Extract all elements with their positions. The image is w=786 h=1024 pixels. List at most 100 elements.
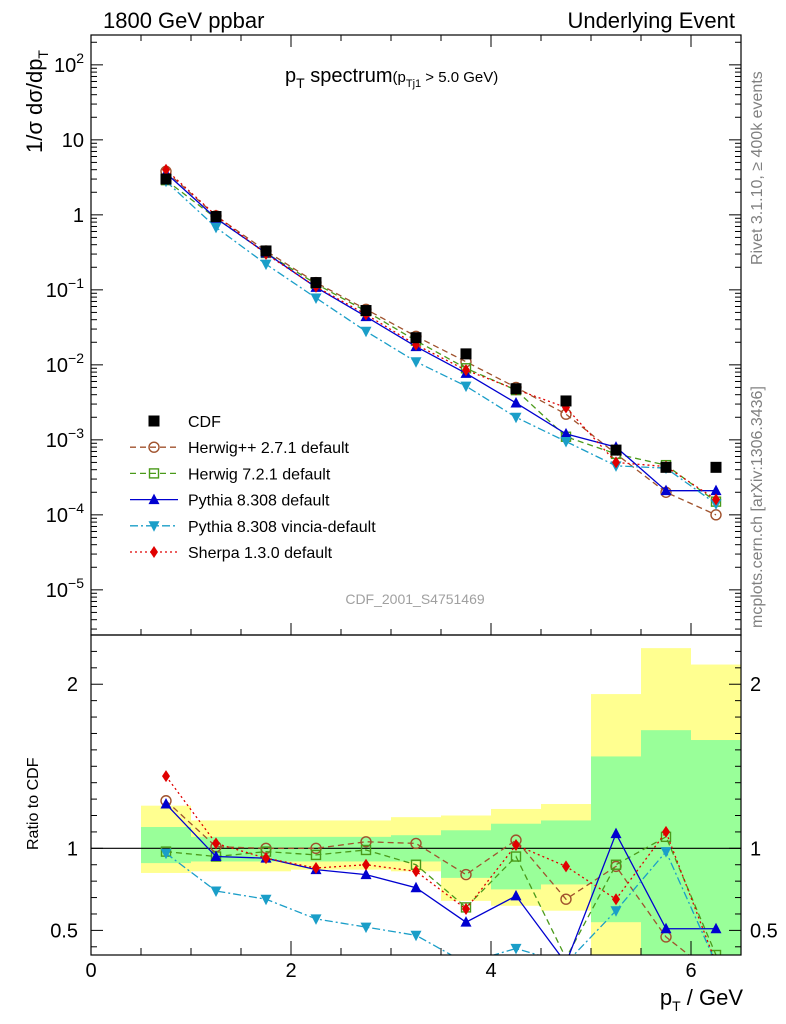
- legend-item-cdf: CDF: [148, 414, 221, 431]
- legend-item-sherpa: Sherpa 1.3.0 default: [130, 545, 333, 562]
- ratio-point-sherpa: [662, 825, 670, 838]
- ratio-line-herwig7: [165, 835, 717, 955]
- band-green: [291, 836, 341, 862]
- ratio-point-vincia: [360, 922, 372, 934]
- ratio-y-tick-label: 1: [67, 838, 78, 860]
- side-label-mcplots: mcplots.cern.ch [arXiv:1306.3436]: [749, 386, 766, 628]
- x-tick-label: 6: [685, 960, 696, 982]
- main-point-pythia: [560, 427, 572, 439]
- legend-item-pythia: Pythia 8.308 default: [130, 493, 330, 510]
- legend: CDF Herwig++ 2.7.1 default Herwig 7.2.1 de…: [130, 414, 376, 562]
- header-right: Underlying Event: [567, 8, 735, 33]
- ratio-point-herwig7: [610, 859, 622, 870]
- ratio-point-pythia: [410, 881, 422, 893]
- main-point-sherpa: [612, 456, 620, 469]
- main-line-sherpa: [165, 169, 717, 501]
- main-panel: 1/σ dσ/dpT pT spectrum(pTj1 > 5.0 GeV) C…: [22, 34, 742, 636]
- y-tick-label: 10−1: [46, 275, 84, 302]
- ratio-series-group: [160, 770, 722, 955]
- main-point-pythia: [710, 484, 722, 496]
- y-tick-label: 10−5: [46, 575, 84, 602]
- ratio-point-sherpa: [362, 858, 370, 871]
- analysis-watermark: CDF_2001_S4751469: [345, 591, 485, 607]
- main-point-cdf: [510, 383, 522, 395]
- ratio-y-tick-label-right: 1: [750, 838, 761, 860]
- main-point-cdf: [710, 461, 722, 473]
- ratio-point-herwig7: [360, 844, 372, 856]
- main-point-cdf: [160, 173, 172, 185]
- ratio-series-sherpa: [162, 770, 714, 955]
- ratio-y-tick-label: 0.5: [50, 920, 78, 942]
- x-axis-label: pT / GeV: [660, 985, 743, 1014]
- ratio-data-layer: 0.5 0.5 1 1 2 2 0 2 4 6: [50, 648, 778, 982]
- ratio-point-herwigpp: [460, 868, 472, 881]
- legend-label: Herwig++ 2.7.1 default: [188, 440, 350, 457]
- ratio-series-pythia: [160, 798, 722, 955]
- ratio-y-tick-label-right: 2: [750, 674, 761, 696]
- main-point-cdf: [410, 332, 422, 344]
- main-line-herwigpp: [165, 170, 717, 516]
- ratio-point-sherpa: [462, 903, 470, 916]
- legend-label: Herwig 7.2.1 default: [188, 466, 331, 483]
- ratio-point-herwigpp: [360, 836, 372, 848]
- ratio-point-herwigpp: [560, 893, 572, 905]
- ratio-y-tick-label: 2: [67, 674, 78, 696]
- ratio-point-sherpa: [612, 893, 620, 906]
- main-series-cdf: [160, 173, 722, 473]
- main-point-cdf: [260, 245, 272, 257]
- ratio-point-sherpa: [512, 839, 520, 852]
- main-point-sherpa: [162, 163, 170, 176]
- main-point-vincia: [360, 326, 372, 338]
- main-point-sherpa: [712, 493, 720, 506]
- main-point-vincia: [210, 222, 222, 234]
- main-series-vincia: [160, 176, 722, 510]
- band-green: [641, 730, 691, 955]
- ratio-point-pythia: [360, 868, 372, 880]
- main-point-cdf: [560, 395, 572, 407]
- ratio-point-pythia: [460, 916, 472, 927]
- ratio-ticks: [90, 650, 742, 955]
- ratio-point-pythia: [660, 922, 672, 934]
- ratio-line-vincia: [165, 850, 714, 955]
- main-point-cdf: [460, 348, 472, 360]
- legend-marker: [148, 493, 160, 505]
- ratio-y-tick-label-right: 0.5: [750, 920, 778, 942]
- main-point-vincia: [310, 293, 322, 304]
- y-axis-label: 1/σ dσ/dpT: [22, 50, 51, 153]
- y-tick-label: 10: [62, 130, 84, 152]
- ratio-bands: [141, 648, 741, 955]
- ratio-point-sherpa: [162, 770, 170, 783]
- main-point-cdf: [210, 211, 222, 223]
- legend-marker: [148, 415, 160, 427]
- ratio-frame: [90, 634, 742, 956]
- x-tick-label: 2: [285, 960, 296, 982]
- band-green: [441, 830, 491, 878]
- ratio-point-vincia: [510, 943, 522, 955]
- main-point-cdf: [610, 444, 622, 456]
- ratio-series-vincia: [160, 847, 714, 955]
- ratio-point-vincia: [260, 894, 272, 906]
- y-tick-label: 10−2: [46, 350, 84, 377]
- ratio-point-vincia: [610, 906, 622, 917]
- chart-title: pT spectrum(pTj1 > 5.0 GeV): [285, 65, 498, 91]
- y-tick-label: 10−3: [46, 425, 84, 452]
- y-tick-label: 1: [73, 205, 84, 227]
- ratio-line-pythia: [165, 803, 716, 955]
- legend-marker: [148, 441, 160, 453]
- x-tick-label: 4: [485, 960, 496, 982]
- ratio-point-pythia: [510, 889, 522, 901]
- main-point-vincia: [410, 357, 422, 368]
- ratio-point-vincia: [660, 847, 672, 858]
- x-tick-label: 0: [85, 960, 96, 982]
- ratio-point-herwig7: [310, 849, 322, 861]
- header-left: 1800 GeV ppbar: [103, 8, 264, 33]
- main-point-vincia: [560, 437, 572, 448]
- ratio-point-vincia: [310, 914, 322, 925]
- ratio-point-vincia: [210, 886, 222, 897]
- side-label-rivet: Rivet 3.1.10, ≥ 400k events: [749, 71, 766, 265]
- legend-marker: [148, 468, 160, 479]
- main-point-cdf: [660, 461, 672, 473]
- main-data-layer: 102 10 1 10−1 10−2 10−3 10−4 10−5: [46, 35, 742, 635]
- legend-item-vincia: Pythia 8.308 vincia-default: [130, 519, 376, 536]
